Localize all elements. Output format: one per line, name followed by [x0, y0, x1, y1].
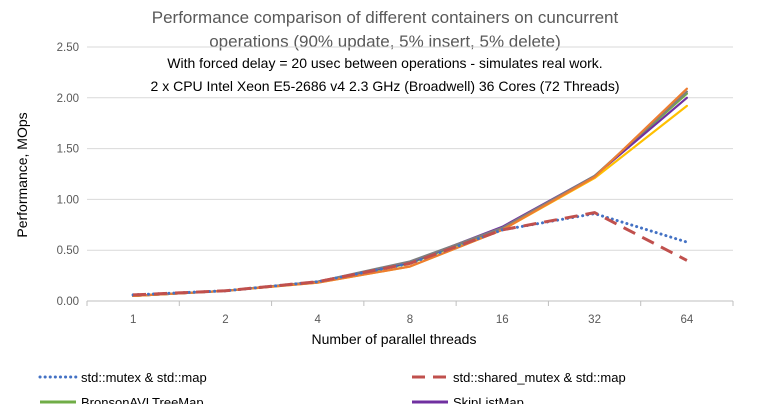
- x-axis-title: Number of parallel threads: [312, 331, 477, 347]
- y-tick-label: 0.00: [57, 296, 79, 308]
- legend-label: BronsonAVLTreeMap: [81, 395, 204, 404]
- y-tick-label: 2.00: [57, 93, 79, 105]
- y-tick-label: 1.00: [57, 194, 79, 206]
- plot-area-series: [131, 87, 689, 297]
- y-tick-label: 1.50: [57, 144, 79, 156]
- chart-subtitle-line-2: 2 x CPU Intel Xeon E5-2686 v4 2.3 GHz (B…: [151, 78, 620, 94]
- series-line: [131, 212, 689, 297]
- x-tick-label: 8: [407, 314, 413, 326]
- y-tick-label: 0.50: [57, 245, 79, 257]
- chart-title-line-1: Performance comparison of different cont…: [152, 8, 619, 27]
- y-axis-title: Performance, MOps: [14, 112, 30, 237]
- chart-title-line-2: operations (90% update, 5% insert, 5% de…: [209, 32, 561, 51]
- x-tick-label: 32: [588, 314, 601, 326]
- x-tick-label: 4: [315, 314, 322, 326]
- y-tick-label: 2.50: [57, 42, 79, 54]
- series-line: [132, 90, 689, 297]
- x-tick-label: 2: [222, 314, 228, 326]
- legend-label: SkipListMap: [453, 395, 524, 404]
- gridlines: [87, 46, 733, 302]
- x-tick-label: 16: [496, 314, 509, 326]
- legend-label: std::shared_mutex & std::map: [453, 370, 626, 385]
- x-tick-label: 64: [680, 314, 693, 326]
- x-tick-label: 1: [130, 314, 136, 326]
- series-line: [133, 211, 688, 297]
- legend-label: std::mutex & std::map: [81, 370, 207, 385]
- chart-subtitle-line-1: With forced delay = 20 usec between oper…: [167, 55, 602, 71]
- y-axis-ticks: 0.00 0.50 1.00 1.50 2.00 2.50: [57, 42, 79, 308]
- x-axis-ticks: 1 2 4 8 16 32 64: [86, 301, 734, 326]
- legend: std::mutex & std::map std::shared_mutex &…: [38, 370, 626, 404]
